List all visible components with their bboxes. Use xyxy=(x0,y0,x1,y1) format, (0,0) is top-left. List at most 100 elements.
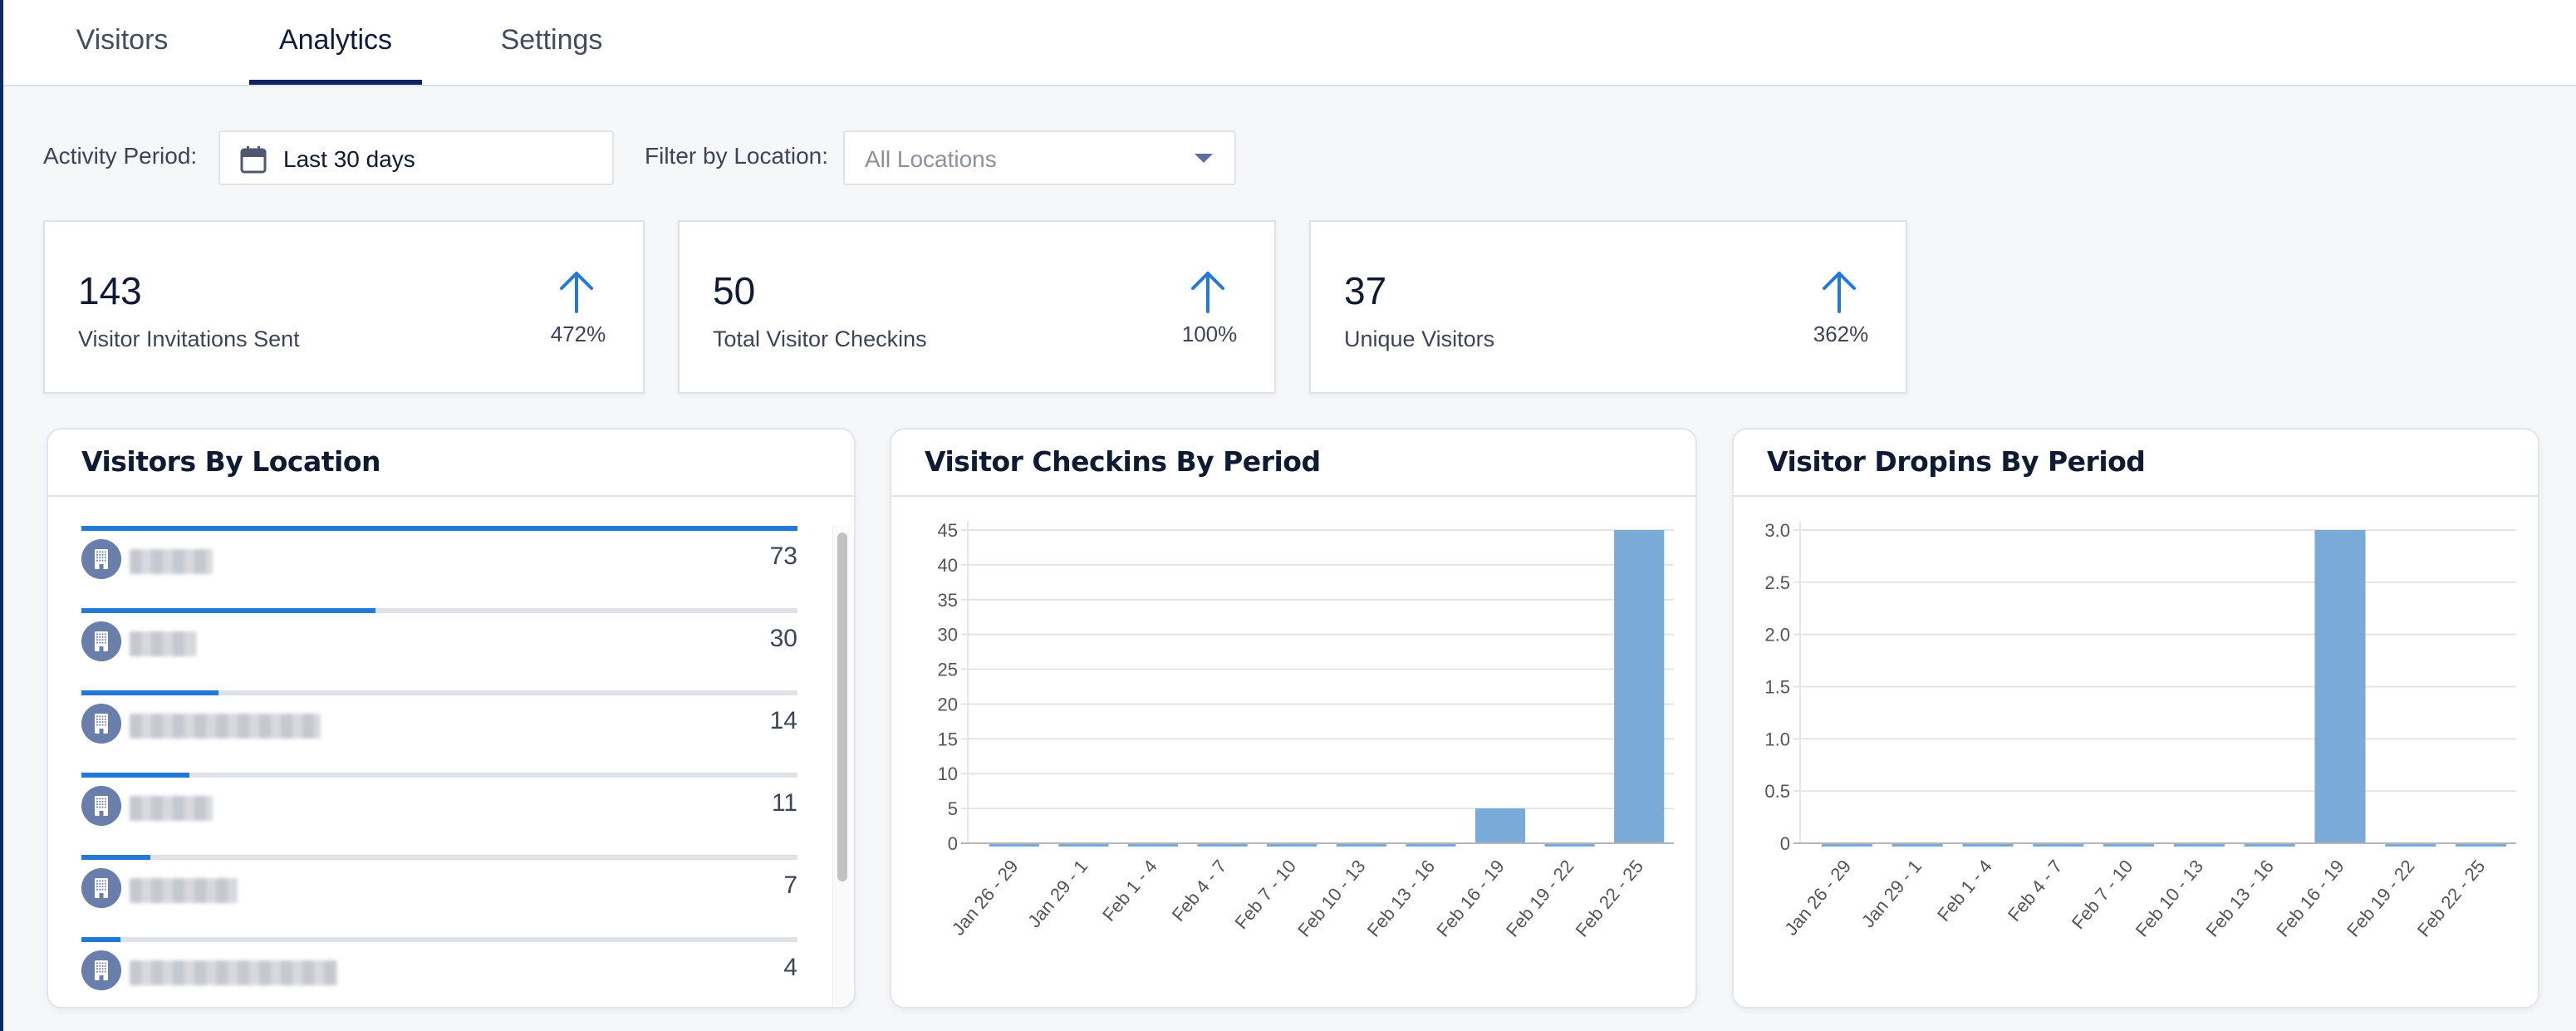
stat-label: Visitor Invitations Sent xyxy=(78,326,300,351)
location-progress-fill xyxy=(81,937,121,942)
building-icon xyxy=(81,950,121,990)
stat-value: 50 xyxy=(713,269,756,312)
stat-card-checkins: 50 Total Visitor Checkins 100% xyxy=(678,220,1276,394)
location-progress-fill xyxy=(81,855,150,860)
stat-label: Total Visitor Checkins xyxy=(713,326,927,351)
scrollbar-thumb[interactable] xyxy=(837,533,847,881)
bar xyxy=(1058,843,1109,847)
panel-title: Visitors By Location xyxy=(48,430,854,497)
stat-change: 472% xyxy=(550,322,606,346)
arrow-up-icon xyxy=(1823,272,1856,313)
building-icon xyxy=(81,868,121,908)
chevron-down-icon xyxy=(1195,154,1213,163)
location-count: 7 xyxy=(783,871,797,899)
stat-value: 37 xyxy=(1344,269,1387,312)
stat-card-invitations: 143 Visitor Invitations Sent 472% xyxy=(43,220,645,394)
y-tick-label: 30 xyxy=(938,625,958,646)
y-tick-label: 45 xyxy=(938,520,958,541)
location-filter-placeholder: All Locations xyxy=(865,146,997,172)
location-count: 73 xyxy=(769,543,797,570)
y-tick-label: 40 xyxy=(938,555,958,576)
x-tick-label: Jan 26 - 29 xyxy=(948,856,1023,939)
activity-period-value: Last 30 days xyxy=(283,146,415,172)
location-name: [redacted] xyxy=(130,631,196,656)
checkins-chart-panel: Visitor Checkins By Period 0 5 10 15 20 25 30 3… xyxy=(890,428,1697,1009)
x-tick-label: Feb 1 - 4 xyxy=(1933,856,1996,925)
bar xyxy=(2033,843,2084,847)
bar xyxy=(2103,843,2155,847)
y-tick-label: 1.5 xyxy=(1764,677,1790,698)
y-tick-label: 0.5 xyxy=(1764,781,1790,802)
tab-analytics[interactable]: Analytics xyxy=(249,0,422,85)
x-tick-label: Feb 4 - 7 xyxy=(2004,856,2067,925)
activity-period-label: Activity Period: xyxy=(43,143,198,169)
location-filter-label: Filter by Location: xyxy=(645,143,828,169)
bar xyxy=(1474,808,1526,843)
x-tick-label: Feb 19 - 22 xyxy=(2343,856,2418,940)
tab-settings[interactable]: Settings xyxy=(500,24,603,56)
arrow-up-icon xyxy=(560,272,593,313)
y-tick-label: 3.0 xyxy=(1764,520,1790,541)
x-tick-label: Feb 16 - 19 xyxy=(2272,856,2348,940)
x-tick-label: Jan 29 - 1 xyxy=(1023,856,1092,931)
y-tick-label: 25 xyxy=(938,660,958,680)
location-list-scrollbar[interactable] xyxy=(832,526,851,1007)
y-tick-label: 2.0 xyxy=(1764,625,1790,646)
bar xyxy=(2385,843,2436,847)
x-tick-label: Feb 19 - 22 xyxy=(1502,856,1577,940)
location-progress-fill xyxy=(81,773,189,778)
building-icon xyxy=(81,539,121,579)
bar xyxy=(989,843,1039,847)
top-tab-bar: Visitors Analytics Settings xyxy=(3,0,2576,86)
building-icon xyxy=(81,621,121,661)
stat-card-unique-visitors: 37 Unique Visitors 362% xyxy=(1309,220,1907,394)
x-tick-label: Feb 4 - 7 xyxy=(1168,856,1231,925)
x-tick-label: Feb 10 - 13 xyxy=(1293,856,1369,940)
panel-title: Visitor Checkins By Period xyxy=(891,430,1695,497)
bar xyxy=(2456,843,2507,847)
location-item: [redacted] 73 xyxy=(81,526,797,607)
location-progress-track xyxy=(81,937,797,942)
bar xyxy=(2244,843,2295,847)
tab-visitors[interactable]: Visitors xyxy=(76,24,169,56)
x-tick-label: Feb 13 - 16 xyxy=(2202,856,2278,940)
y-tick-label: 2.5 xyxy=(1764,572,1790,593)
location-count: 11 xyxy=(771,789,797,817)
bar xyxy=(1336,843,1386,847)
location-progress-fill xyxy=(81,690,219,695)
x-tick-label: Feb 7 - 10 xyxy=(2068,856,2137,933)
building-icon xyxy=(81,704,121,744)
location-progress-track xyxy=(81,526,797,531)
bar xyxy=(1821,843,1872,847)
y-tick-label: 10 xyxy=(938,763,958,784)
location-progress-track xyxy=(81,690,797,695)
bar xyxy=(1267,843,1317,847)
activity-period-picker[interactable]: Last 30 days xyxy=(218,130,614,185)
location-progress-fill xyxy=(81,526,797,531)
bar xyxy=(1197,843,1248,847)
location-name: [redacted] xyxy=(130,796,213,821)
y-tick-label: 5 xyxy=(948,798,958,819)
location-progress-track xyxy=(81,855,797,860)
bar xyxy=(2314,530,2366,843)
location-item: [redacted] 7 xyxy=(81,855,797,936)
location-item: [redacted] 14 xyxy=(81,690,797,772)
location-item: [redacted] 30 xyxy=(81,608,797,690)
bar xyxy=(1406,843,1456,847)
location-list: [redacted]73[redacted]30[redacted]14[red… xyxy=(48,498,854,1007)
location-progress-track xyxy=(81,608,797,613)
y-tick-label: 35 xyxy=(938,590,958,611)
x-tick-label: Feb 22 - 25 xyxy=(2413,856,2489,940)
visitors-by-location-panel: Visitors By Location [redacted]73[redact… xyxy=(47,428,856,1009)
stat-change: 100% xyxy=(1181,322,1238,346)
bar xyxy=(1614,530,1665,843)
location-progress-fill xyxy=(81,608,376,613)
location-progress-track xyxy=(81,773,797,778)
location-count: 4 xyxy=(783,954,797,981)
location-filter-select[interactable]: All Locations xyxy=(843,130,1236,185)
x-tick-label: Jan 26 - 29 xyxy=(1780,856,1855,939)
stat-change: 362% xyxy=(1813,322,1869,346)
stat-label: Unique Visitors xyxy=(1344,326,1495,351)
location-item: [redacted] 4 xyxy=(81,937,797,1007)
